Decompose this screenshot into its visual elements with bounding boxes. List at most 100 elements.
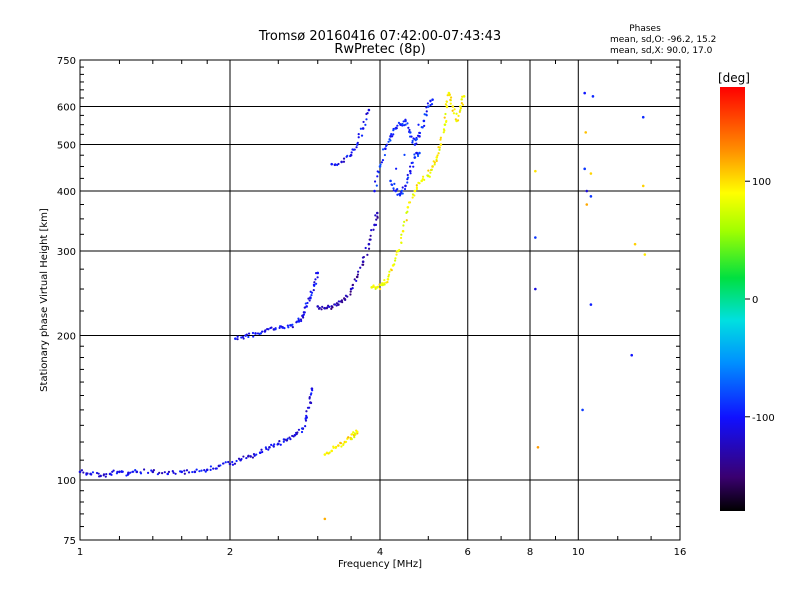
data-point (283, 438, 286, 441)
data-point (310, 392, 313, 395)
data-point (323, 517, 327, 521)
data-point (258, 451, 262, 455)
data-point (372, 284, 375, 287)
data-point (261, 450, 264, 454)
data-point (462, 95, 466, 98)
data-point (247, 332, 251, 335)
data-point (443, 116, 446, 119)
data-point (198, 470, 201, 473)
data-point (282, 440, 285, 443)
colorbar-gradient (720, 87, 745, 511)
data-point (403, 187, 407, 191)
data-point (584, 131, 588, 134)
data-point (390, 269, 393, 272)
data-point (337, 303, 340, 306)
data-point (459, 109, 462, 112)
data-point (630, 353, 634, 357)
data-point (212, 467, 215, 470)
chart-subtitle: RwPretec (8p) (334, 42, 425, 57)
data-point (436, 154, 439, 157)
data-point (393, 182, 396, 185)
data-point (374, 287, 377, 290)
data-point (90, 473, 93, 476)
data-point (331, 306, 334, 309)
data-point (421, 126, 424, 129)
data-point (361, 260, 365, 264)
data-point (158, 471, 161, 474)
data-point (308, 406, 311, 409)
data-point (435, 159, 438, 163)
data-point (406, 181, 409, 184)
data-point (534, 236, 537, 239)
data-point (291, 323, 294, 326)
data-point (231, 463, 235, 466)
data-point (430, 168, 433, 171)
data-point (534, 169, 537, 173)
data-point (355, 275, 359, 279)
data-point (350, 438, 353, 441)
data-point (415, 186, 418, 189)
data-point (279, 443, 282, 446)
data-point (309, 296, 312, 299)
data-point (589, 172, 593, 175)
series-7 (534, 91, 645, 412)
data-point (406, 205, 410, 209)
data-point (439, 136, 442, 139)
data-point (334, 163, 337, 166)
data-point (78, 470, 82, 474)
data-point (411, 196, 414, 199)
x-tick-label: 8 (527, 547, 533, 558)
data-point (386, 277, 390, 281)
data-point (435, 156, 439, 159)
data-point (402, 224, 405, 227)
data-point (209, 465, 213, 468)
data-point (388, 270, 391, 273)
data-point (428, 175, 431, 178)
data-point (451, 109, 454, 112)
data-point (387, 275, 390, 278)
data-point (357, 136, 360, 139)
data-point (97, 472, 100, 475)
data-point (273, 443, 276, 446)
data-point (460, 102, 463, 105)
data-point (310, 293, 313, 297)
data-point (387, 140, 390, 143)
colorbar-label: [deg] (718, 71, 750, 85)
data-point (174, 472, 177, 475)
data-point (219, 464, 222, 467)
data-point (304, 419, 308, 422)
data-point (135, 470, 139, 474)
y-tick-label: 200 (57, 332, 76, 343)
data-point (102, 473, 106, 476)
data-point (369, 238, 372, 241)
data-point (415, 151, 418, 154)
data-point (306, 301, 309, 305)
data-point (344, 440, 348, 443)
series-5 (330, 108, 371, 167)
data-point (418, 151, 421, 155)
data-point (293, 433, 297, 437)
data-point (356, 273, 360, 276)
data-point (359, 266, 362, 269)
data-point (270, 326, 273, 329)
data-point (376, 175, 379, 178)
data-point (146, 471, 150, 474)
data-point (413, 189, 417, 193)
data-point (461, 95, 464, 98)
data-point (300, 430, 304, 434)
data-point (376, 216, 379, 219)
data-point (116, 470, 119, 473)
data-point (355, 430, 359, 434)
data-point (375, 184, 378, 187)
data-point (274, 328, 277, 331)
data-point (364, 123, 367, 126)
data-point (291, 326, 294, 329)
data-point (247, 335, 250, 339)
y-tick-label: 300 (57, 247, 76, 258)
data-point (161, 472, 164, 475)
data-point (404, 123, 407, 126)
data-point (305, 414, 308, 417)
data-point (142, 468, 146, 471)
data-point (316, 271, 320, 275)
data-point (240, 336, 243, 339)
